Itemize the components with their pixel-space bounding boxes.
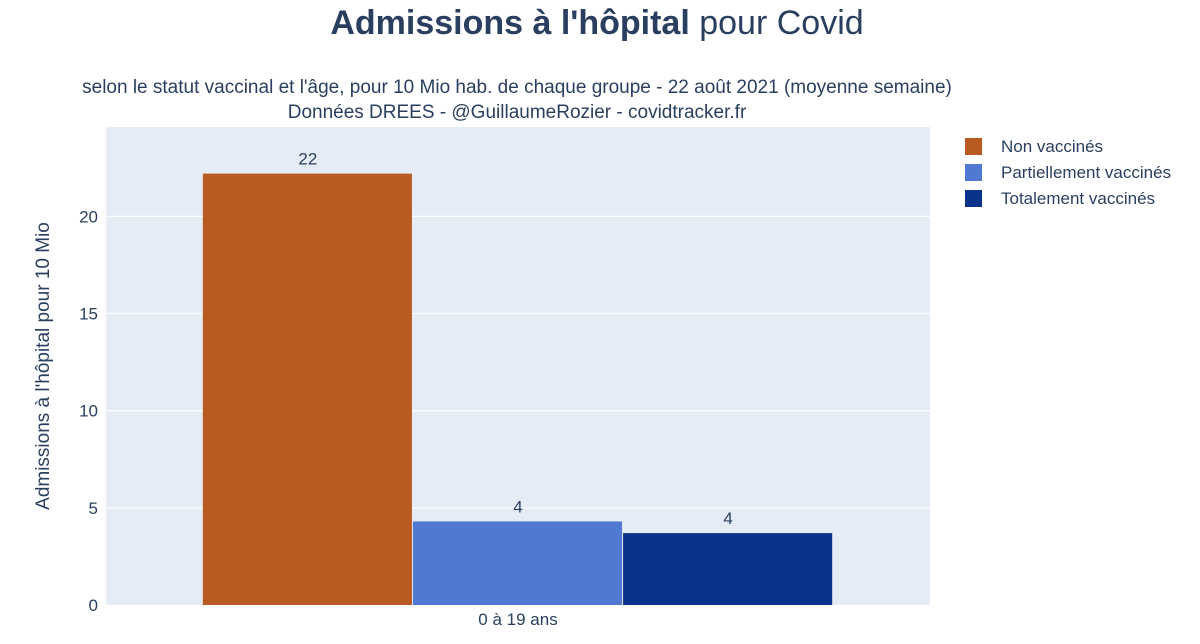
bar-data-label: 4	[513, 497, 522, 516]
bar-partiellement-vaccinés	[412, 521, 623, 605]
y-axis-ticks: 0 5 10 15 20	[79, 207, 98, 615]
bars: 22 4 4	[202, 150, 833, 605]
legend-swatch	[965, 138, 982, 155]
legend-item-label: Partiellement vaccinés	[1001, 163, 1171, 182]
chart-title: Admissions à l'hôpital pour Covid	[330, 4, 863, 42]
y-tick-label: 20	[79, 207, 98, 226]
chart-subtitle-line1: selon le statut vaccinal et l'âge, pour …	[82, 77, 952, 98]
y-tick-label: 5	[89, 499, 98, 518]
bar-data-label: 22	[298, 150, 317, 169]
legend-swatch	[965, 164, 982, 181]
x-axis-ticks: 0 à 19 ans	[478, 610, 557, 629]
legend-item-label: Totalement vaccinés	[1001, 189, 1155, 208]
legend-item-label: Non vaccinés	[1001, 137, 1103, 156]
bar-non-vaccinés	[202, 173, 412, 605]
chart-title-rest: pour Covid	[690, 4, 864, 42]
bar-totalement-vaccinés	[623, 533, 833, 605]
y-axis-title: Admissions à l'hôpital pour 10 Mio	[33, 222, 54, 510]
y-tick-label: 15	[79, 305, 98, 324]
x-tick-label: 0 à 19 ans	[478, 610, 557, 629]
legend-swatch	[965, 190, 982, 207]
y-tick-label: 0	[89, 596, 98, 615]
bar-data-label: 4	[723, 509, 732, 528]
y-tick-label: 10	[79, 402, 98, 421]
chart-subtitle-line2: Données DREES - @GuillaumeRozier - covid…	[288, 102, 747, 123]
legend: Non vaccinés Partiellement vaccinés Totale…	[965, 137, 1171, 208]
chart-title-bold: Admissions à l'hôpital	[330, 4, 689, 42]
